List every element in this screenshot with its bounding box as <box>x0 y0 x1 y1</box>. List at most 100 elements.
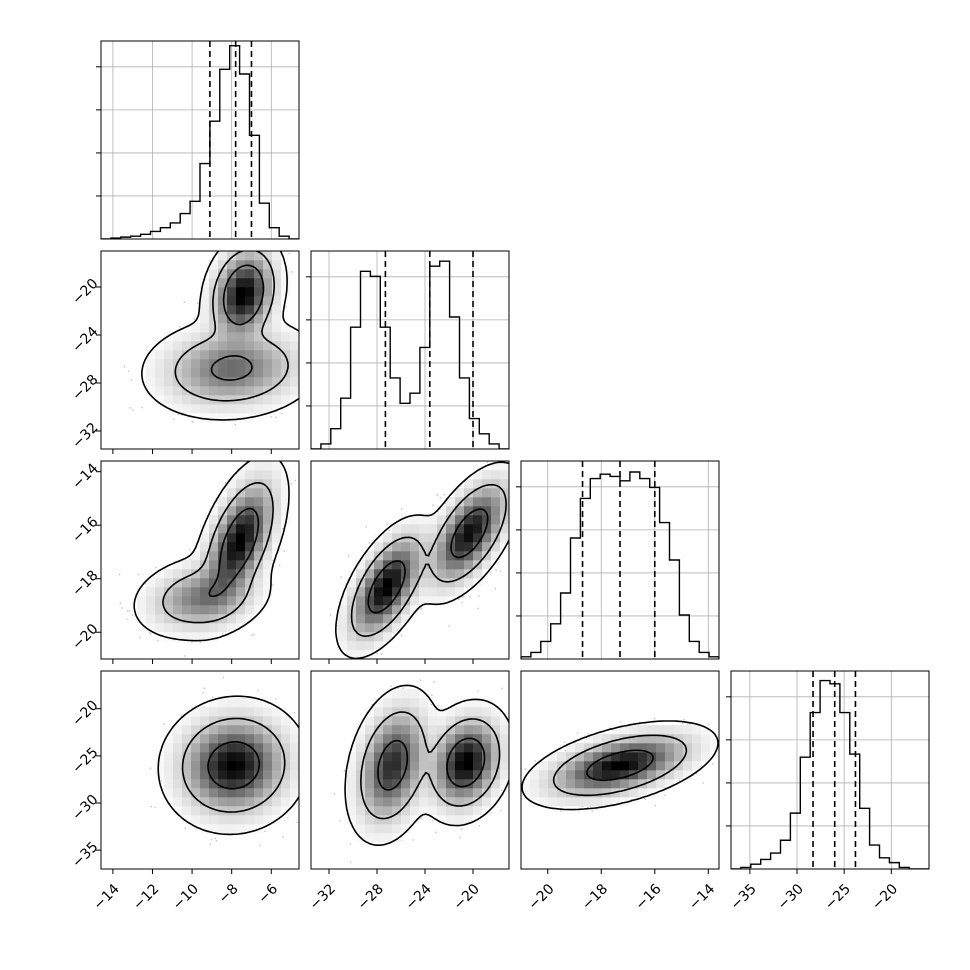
density-cell <box>227 770 237 780</box>
density-cell <box>584 770 594 780</box>
density-cell <box>374 752 384 762</box>
density-cell <box>401 815 411 825</box>
density-cell <box>290 359 299 369</box>
density-cell <box>566 788 576 798</box>
density-cell <box>236 470 246 480</box>
density-cell <box>218 761 228 771</box>
density-cell <box>263 296 273 306</box>
density-cell <box>164 368 174 378</box>
density-cell <box>227 524 237 534</box>
density-cell <box>227 551 237 561</box>
density-cell <box>410 533 420 543</box>
x-tick-label: −8 <box>216 881 242 907</box>
density-cell <box>218 377 228 387</box>
density-cell <box>566 779 576 789</box>
density-cell <box>218 497 228 507</box>
density-cell <box>464 542 474 552</box>
density-cell <box>245 605 255 615</box>
density-cell <box>191 578 201 588</box>
density-cell <box>365 734 375 744</box>
density-cell <box>281 506 291 516</box>
density-cell <box>455 488 465 498</box>
density-cell <box>437 506 447 516</box>
density-cell <box>383 623 393 633</box>
density-cell <box>437 743 447 753</box>
panel-frame <box>730 670 930 870</box>
density-cell <box>410 689 420 699</box>
density-cell <box>272 497 282 507</box>
density-cell <box>593 761 603 771</box>
density-cell <box>164 614 174 624</box>
density-cell <box>392 578 402 588</box>
density-cell <box>254 797 264 807</box>
density-cell <box>473 797 483 807</box>
density-cell <box>290 350 299 360</box>
density-cell <box>410 761 420 771</box>
density-cell <box>191 716 201 726</box>
density-cell <box>383 743 393 753</box>
density-cell <box>173 734 183 744</box>
density-cell <box>482 551 492 561</box>
density-cell <box>254 743 264 753</box>
density-cell <box>419 542 429 552</box>
density-cell <box>446 743 456 753</box>
density-cell <box>236 251 246 261</box>
density-cell <box>620 761 630 771</box>
density-cell <box>146 386 156 396</box>
density-cell <box>428 578 438 588</box>
density-cell <box>218 323 228 333</box>
density-cell <box>446 587 456 597</box>
density-cell <box>374 824 384 834</box>
density-cell <box>437 533 447 543</box>
density-cell <box>218 278 228 288</box>
density-cell <box>446 806 456 816</box>
density-cell <box>683 761 693 771</box>
density-cell <box>263 395 273 405</box>
density-cell <box>491 752 501 762</box>
density-cell <box>437 569 447 579</box>
density-cell <box>629 761 639 771</box>
density-cell <box>227 533 237 543</box>
density-cell <box>374 605 384 615</box>
density-cell <box>263 497 273 507</box>
density-cell <box>191 770 201 780</box>
density-cell <box>347 797 357 807</box>
density-cell <box>254 332 264 342</box>
density-cell <box>227 707 237 717</box>
density-cell <box>548 797 558 807</box>
density-cell <box>164 596 174 606</box>
scatter-panel-1-3 <box>310 670 510 874</box>
density-cell <box>236 752 246 762</box>
density-cell <box>356 641 366 651</box>
density-cell <box>383 788 393 798</box>
density-cell <box>365 623 375 633</box>
density-cell <box>164 734 174 744</box>
density-cell <box>272 314 282 324</box>
density-cell <box>236 350 246 360</box>
density-cell <box>263 269 273 279</box>
density-cell <box>272 761 282 771</box>
density-cell <box>182 623 192 633</box>
density-cell <box>365 707 375 717</box>
density-cell <box>182 377 192 387</box>
density-cell <box>200 815 210 825</box>
density-cell <box>464 797 474 807</box>
density-cell <box>482 797 492 807</box>
density-cell <box>347 779 357 789</box>
density-cell <box>281 359 291 369</box>
density-cell <box>164 770 174 780</box>
density-cell <box>245 560 255 570</box>
density-cell <box>419 569 429 579</box>
density-cell <box>482 707 492 717</box>
density-cell <box>446 707 456 717</box>
density-cell <box>227 269 237 279</box>
density-cell <box>365 569 375 579</box>
density-cell <box>683 752 693 762</box>
density-cell <box>281 323 291 333</box>
density-cell <box>245 506 255 516</box>
density-cell <box>392 788 402 798</box>
density-cell <box>584 743 594 753</box>
density-cell <box>482 788 492 798</box>
density-cell <box>383 551 393 561</box>
